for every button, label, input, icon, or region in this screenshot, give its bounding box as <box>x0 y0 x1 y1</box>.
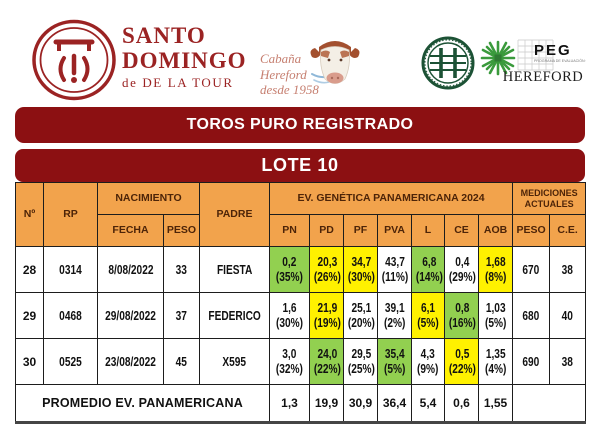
avg-pva-cell: 36,4 <box>377 384 412 423</box>
epd-pf-cell: 29,5 (25%) <box>343 338 378 385</box>
hereford-association-icon <box>421 36 475 90</box>
peso-actual-cell: 670 <box>512 246 551 293</box>
category-banner-label: TOROS PURO REGISTRADO <box>186 116 414 133</box>
peso-actual-cell: 690 <box>512 338 551 385</box>
table-row: 29 0468 29/08/2022 37 FEDERICO 1,6 (30%)… <box>15 292 587 339</box>
brand-name: SANTO DOMINGO de DE LA TOUR <box>122 24 247 89</box>
n-cell: 29 <box>15 292 44 339</box>
brand-name-line3: de DE LA TOUR <box>122 75 234 90</box>
fecha-cell: 8/08/2022 <box>97 246 164 293</box>
avg-l-cell: 5,4 <box>411 384 445 423</box>
avg-aob-cell: 1,55 <box>477 384 514 423</box>
epd-pd-cell: 20,3 (26%) <box>309 246 344 293</box>
bulls-table: Nº RP NACIMIENTO PADRE EV. GENÉTICA PANA… <box>15 182 587 424</box>
padre-cell: FIESTA <box>199 246 270 293</box>
avg-empty-cell <box>512 384 587 423</box>
santo-domingo-brand-icon <box>32 19 116 101</box>
epd-aob-cell: 1,68 (8%) <box>477 246 514 293</box>
col-header-pva: PVA <box>377 214 412 247</box>
brand-tagline: Cabaña Hereford desde 1958 <box>260 51 319 98</box>
epd-pn-cell: 3,0 (32%) <box>269 338 310 385</box>
peso-nac-cell: 37 <box>163 292 200 339</box>
peg-acronym-text: PEG <box>534 42 572 59</box>
rp-cell: 0525 <box>43 338 98 385</box>
epd-pd-cell: 24,0 (22%) <box>309 338 344 385</box>
category-banner: TOROS PURO REGISTRADO <box>15 107 585 143</box>
average-label-cell: PROMEDIO EV. PANAMERICANA <box>15 384 270 423</box>
epd-pva-cell: 35,4 (5%) <box>377 338 412 385</box>
col-header-l: L <box>411 214 445 247</box>
brand-name-line1: SANTO <box>122 23 206 48</box>
tagline-line2: Hereford <box>260 66 307 82</box>
hereford-cow-icon <box>310 41 360 84</box>
epd-pva-cell: 43,7 (11%) <box>377 246 412 293</box>
peg-hereford-logo: PEG PROGRAMA DE EVALUACIÓN GENÉTICA HERE… <box>480 39 586 85</box>
avg-pn-cell: 1,3 <box>269 384 310 423</box>
col-header-fecha: FECHA <box>97 214 164 247</box>
peso-actual-cell: 680 <box>512 292 551 339</box>
col-header-ce: CE <box>444 214 479 247</box>
epd-ce-cell: 0,8 (16%) <box>444 292 479 339</box>
epd-pf-cell: 34,7 (30%) <box>343 246 378 293</box>
epd-pf-cell: 25,1 (20%) <box>343 292 378 339</box>
epd-pd-cell: 21,9 (19%) <box>309 292 344 339</box>
rp-cell: 0314 <box>43 246 98 293</box>
ce-actual-cell: 38 <box>549 338 587 385</box>
epd-l-cell: 6,1 (5%) <box>411 292 445 339</box>
col-header-n: Nº <box>15 182 44 247</box>
epd-pn-cell: 0,2 (35%) <box>269 246 310 293</box>
tagline-line3: desde 1958 <box>260 82 319 98</box>
epd-pva-cell: 39,1 (2%) <box>377 292 412 339</box>
peso-nac-cell: 45 <box>163 338 200 385</box>
fecha-cell: 23/08/2022 <box>97 338 164 385</box>
col-header-pn: PN <box>269 214 310 247</box>
epd-l-cell: 6,8 (14%) <box>411 246 445 293</box>
col-header-peso-actual: PESO <box>512 214 551 247</box>
table-row: 28 0314 8/08/2022 33 FIESTA 0,2 (35%) 20… <box>15 246 587 293</box>
n-cell: 28 <box>15 246 44 293</box>
avg-ce-cell: 0,6 <box>444 384 479 423</box>
peg-breed-text: HEREFORD <box>503 69 584 85</box>
col-header-peso-nac: PESO <box>163 214 200 247</box>
table-row: 30 0525 23/08/2022 45 X595 3,0 (32%) 24,… <box>15 338 587 385</box>
col-header-pf: PF <box>343 214 378 247</box>
average-row: PROMEDIO EV. PANAMERICANA 1,3 19,9 30,9 … <box>15 384 587 423</box>
peso-nac-cell: 33 <box>163 246 200 293</box>
peg-subtitle-text: PROGRAMA DE EVALUACIÓN GENÉTICA <box>534 58 586 63</box>
fecha-cell: 29/08/2022 <box>97 292 164 339</box>
n-cell: 30 <box>15 338 44 385</box>
padre-cell: FEDERICO <box>199 292 270 339</box>
padre-cell: X595 <box>199 338 270 385</box>
brand-name-line2: DOMINGO <box>122 48 247 73</box>
col-header-aob: AOB <box>477 214 514 247</box>
avg-pd-cell: 19,9 <box>309 384 344 423</box>
col-header-mediciones: MEDICIONES ACTUALES <box>512 182 587 215</box>
epd-ce-cell: 0,4 (29%) <box>444 246 479 293</box>
epd-ce-cell: 0,5 (22%) <box>444 338 479 385</box>
lot-banner: LOTE 10 <box>15 149 585 182</box>
col-header-nacimiento: NACIMIENTO <box>97 182 200 215</box>
epd-aob-cell: 1,35 (4%) <box>477 338 514 385</box>
avg-pf-cell: 30,9 <box>343 384 378 423</box>
col-header-padre: PADRE <box>199 182 270 247</box>
ce-actual-cell: 38 <box>549 246 587 293</box>
col-header-pd: PD <box>309 214 344 247</box>
epd-l-cell: 4,3 (9%) <box>411 338 445 385</box>
col-header-rp: RP <box>43 182 98 247</box>
col-header-ev-genetica: EV. GENÉTICA PANAMERICANA 2024 <box>268 182 514 215</box>
epd-aob-cell: 1,03 (5%) <box>477 292 514 339</box>
col-header-ce-actual: C.E. <box>549 214 587 247</box>
epd-pn-cell: 1,6 (30%) <box>269 292 310 339</box>
rp-cell: 0468 <box>43 292 98 339</box>
ce-actual-cell: 40 <box>549 292 587 339</box>
lot-banner-label: LOTE 10 <box>261 155 339 175</box>
tagline-line1: Cabaña <box>260 51 302 66</box>
